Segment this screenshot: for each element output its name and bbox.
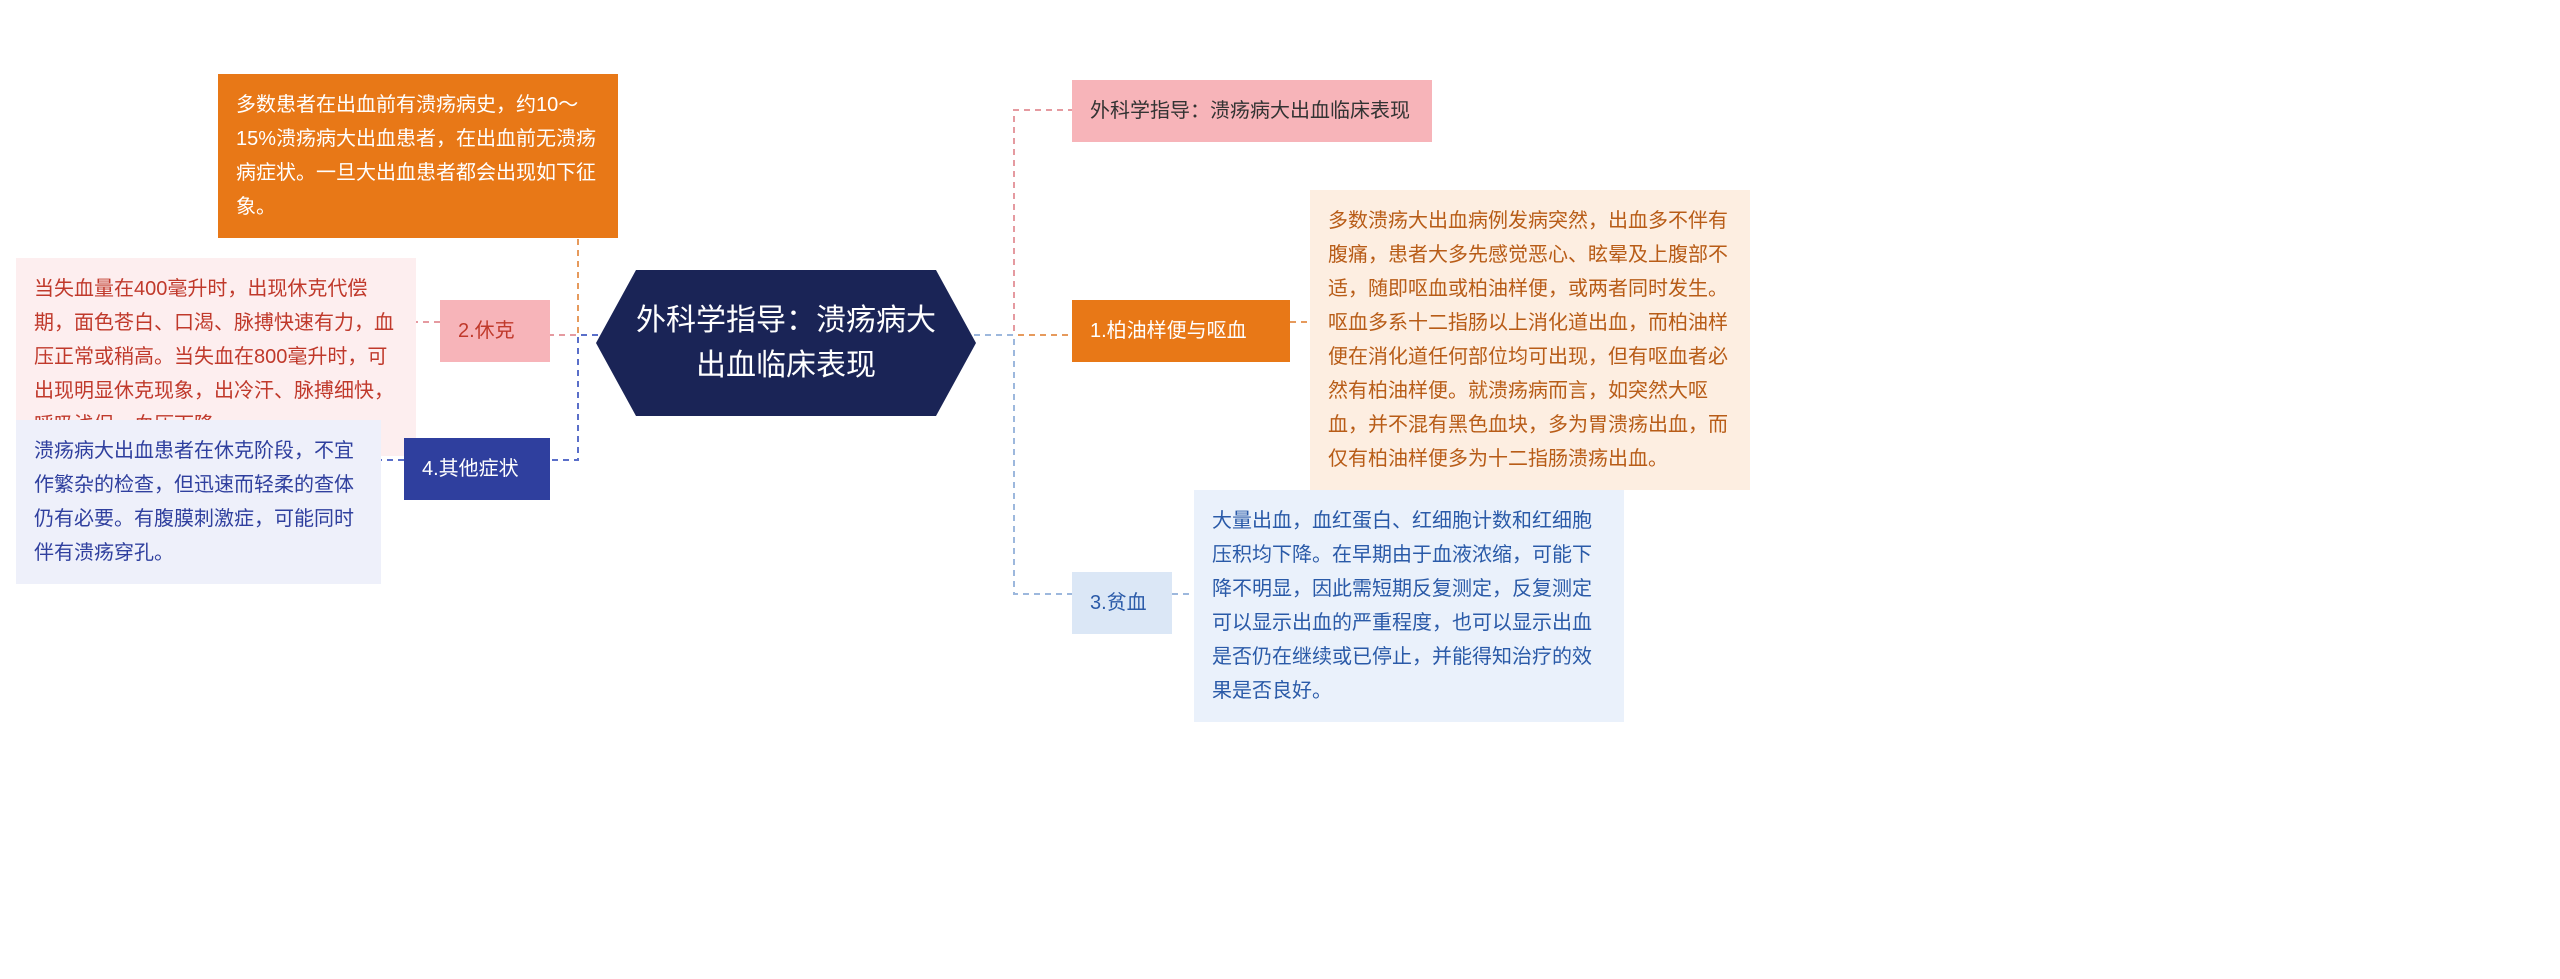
right-branch-detail-2: 大量出血，血红蛋白、红细胞计数和红细胞压积均下降。在早期由于血液浓缩，可能下降不… xyxy=(1194,490,1624,722)
connector xyxy=(974,110,1072,335)
right-branch-label-2: 3.贫血 xyxy=(1072,572,1172,634)
connector xyxy=(974,335,1072,594)
right-branch-detail-1: 多数溃疡大出血病例发病突然，出血多不伴有腹痛，患者大多先感觉恶心、眩晕及上腹部不… xyxy=(1310,190,1750,490)
left-intro-block: 多数患者在出血前有溃疡病史，约10～15%溃疡病大出血患者，在出血前无溃疡病症状… xyxy=(218,74,618,238)
right-branch-label-1: 1.柏油样便与呕血 xyxy=(1072,300,1290,362)
right-branch-label-0: 外科学指导：溃疡病大出血临床表现 xyxy=(1072,80,1432,142)
connector xyxy=(550,335,598,460)
left-branch-label-0: 2.休克 xyxy=(440,300,550,362)
left-branch-detail-1: 溃疡病大出血患者在休克阶段，不宜作繁杂的检查，但迅速而轻柔的查体仍有必要。有腹膜… xyxy=(16,420,381,584)
left-branch-label-1: 4.其他症状 xyxy=(404,438,550,500)
center-topic: 外科学指导：溃疡病大出血临床表现 xyxy=(596,270,976,416)
